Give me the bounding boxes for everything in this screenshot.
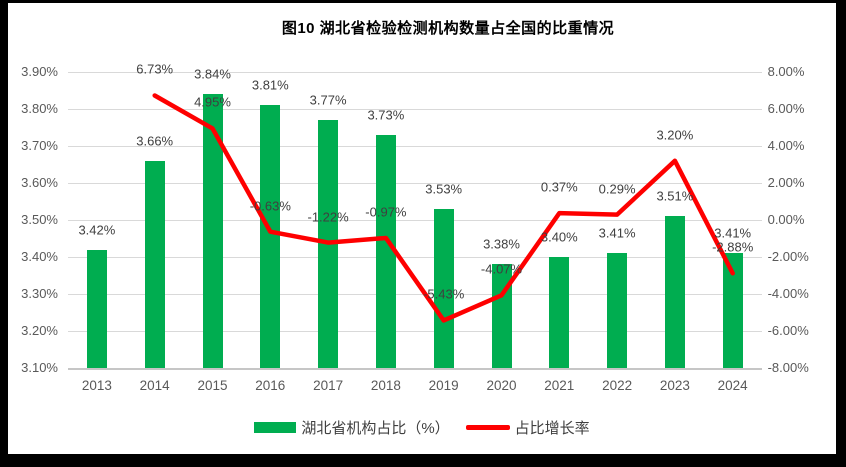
line-label: -0.63%: [249, 198, 291, 214]
bar-label: 3.84%: [194, 66, 231, 82]
y-axis-tick-right: 2.00%: [767, 175, 805, 190]
bar-2019: [433, 208, 454, 368]
y-axis-tick-left: 3.20%: [21, 323, 58, 338]
bar-label: 3.41%: [598, 225, 636, 241]
x-axis-label: 2016: [255, 378, 286, 393]
bar-label: 3.73%: [367, 107, 405, 123]
chart-title: 图10 湖北省检验检测机构数量占全国的比重情况: [281, 20, 615, 37]
bar-label: 3.38%: [483, 236, 520, 252]
gridline: [68, 220, 762, 221]
bar-series-swatch: [254, 421, 297, 433]
bar-label: 3.77%: [309, 92, 347, 108]
line-label: 4.95%: [194, 94, 231, 110]
bar-label: 3.42%: [78, 222, 116, 238]
line-series-swatch: [465, 424, 510, 430]
y-axis-tick-left: 3.60%: [21, 175, 58, 190]
bar-2015: [202, 94, 223, 368]
x-axis-label: 2024: [717, 378, 748, 393]
y-axis-tick-right: 8.00%: [767, 64, 805, 79]
y-axis-tick-left: 3.90%: [21, 64, 58, 79]
line-label: 0.37%: [540, 179, 578, 195]
bar-2016: [260, 105, 281, 368]
gridline: [68, 72, 762, 73]
x-axis-label: 2019: [428, 378, 459, 393]
bar-label: 3.41%: [714, 225, 752, 241]
y-axis-tick-right: 6.00%: [767, 101, 805, 116]
bar-label: 3.66%: [136, 133, 174, 149]
gridline: [68, 257, 762, 258]
line-label: -2.88%: [712, 239, 754, 255]
line-label: 6.73%: [136, 61, 174, 77]
legend-item-bar-series: 湖北省机构占比（%）: [254, 417, 450, 438]
bar-2023: [664, 216, 685, 368]
bar-2022: [607, 253, 628, 368]
line-label: 0.29%: [598, 181, 636, 197]
bar-2024: [722, 253, 743, 368]
bar-label: 3.53%: [425, 181, 463, 197]
x-axis-label: 2018: [370, 378, 401, 393]
y-axis-tick-right: 4.00%: [767, 138, 805, 153]
y-axis-tick-right: -2.00%: [767, 249, 809, 264]
x-axis-label: 2014: [139, 378, 170, 393]
x-axis-label: 2021: [544, 378, 575, 393]
legend: 湖北省机构占比（%） 占比增长率: [8, 417, 836, 437]
gridline: [68, 331, 762, 332]
legend-item-line-series: 占比增长率: [465, 417, 590, 438]
y-axis-tick-right: -6.00%: [767, 323, 809, 338]
line-label: 3.20%: [656, 127, 694, 143]
y-axis-tick-right: 0.00%: [767, 212, 805, 227]
y-axis-tick-right: -8.00%: [767, 360, 809, 375]
y-axis-tick-left: 3.80%: [21, 101, 58, 116]
gridline: [68, 109, 762, 110]
bar-2021: [549, 257, 570, 368]
bar-2018: [375, 134, 396, 368]
y-axis-tick-left: 3.70%: [21, 138, 58, 153]
bar-label: 3.81%: [251, 77, 289, 93]
y-axis-tick-left: 3.40%: [21, 249, 58, 264]
line-label: -1.22%: [307, 209, 349, 225]
bar-2014: [144, 160, 165, 368]
bar-2013: [86, 249, 107, 368]
gridline: [68, 183, 762, 184]
line-label: -0.97%: [365, 204, 407, 220]
bar-label: 3.40%: [540, 229, 578, 245]
y-axis-tick-left: 3.30%: [21, 286, 58, 301]
gridline: [68, 146, 762, 147]
gridline: [68, 294, 762, 295]
y-axis-tick-left: 3.10%: [21, 360, 58, 375]
bar-series-legend-label: 湖北省机构占比（%）: [301, 419, 450, 437]
x-axis-label: 2015: [197, 378, 228, 393]
y-axis-tick-left: 3.50%: [21, 212, 58, 227]
x-axis-line: [68, 367, 762, 370]
x-axis-label: 2017: [313, 378, 344, 393]
line-label: -5.43%: [423, 286, 465, 302]
x-axis-label: 2013: [81, 378, 112, 393]
x-axis-label: 2022: [602, 378, 633, 393]
growth-rate-line: [152, 93, 735, 323]
bar-label: 3.51%: [656, 188, 694, 204]
y-axis-tick-right: -4.00%: [767, 286, 809, 301]
x-axis-label: 2020: [486, 378, 517, 393]
line-label: -4.07%: [480, 261, 523, 277]
x-axis-label: 2023: [659, 378, 690, 393]
line-series-legend-label: 占比增长率: [514, 419, 590, 437]
